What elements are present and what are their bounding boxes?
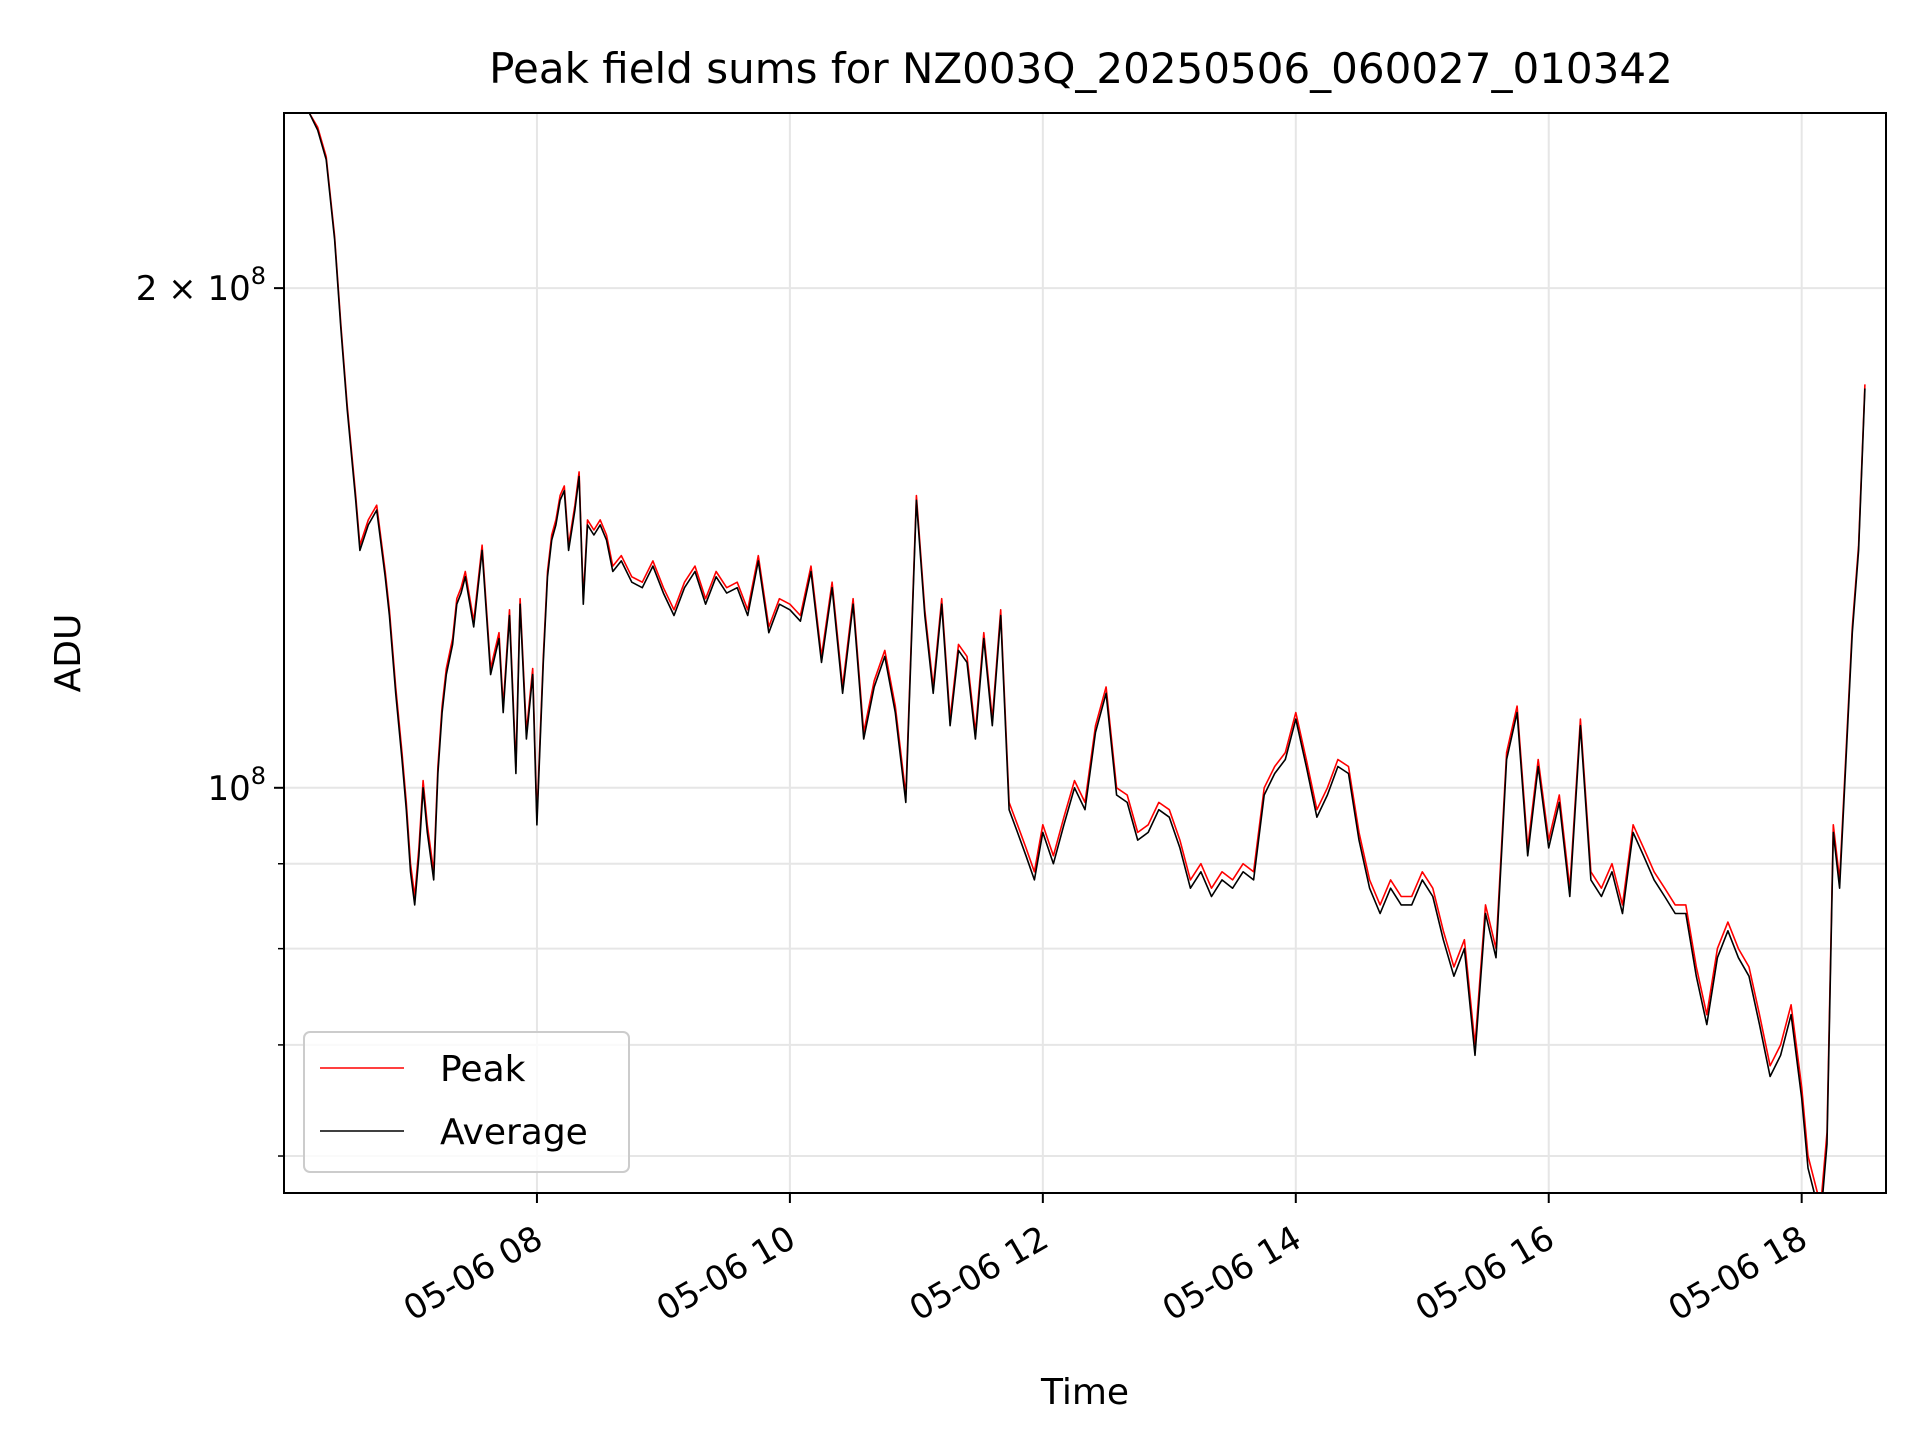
chart-title: Peak field sums for NZ003Q_20250506_0600… bbox=[489, 44, 1673, 93]
series-line-average bbox=[308, 113, 1866, 1193]
y-tick-label: 2 × 108 bbox=[136, 262, 266, 309]
plot-area bbox=[308, 113, 1866, 1193]
plot-frame bbox=[283, 112, 1887, 1194]
y-tick-label: 108 bbox=[207, 762, 266, 809]
x-axis-label: Time bbox=[1040, 1372, 1129, 1413]
grid-lines bbox=[284, 113, 1886, 1193]
legend-label-average: Average bbox=[440, 1112, 588, 1153]
legend-label-peak: Peak bbox=[440, 1049, 526, 1090]
y-axis-label: ADU bbox=[48, 614, 89, 693]
legend: Peak Average bbox=[303, 1031, 630, 1173]
y-axis-ticks: 108 2 × 108 bbox=[136, 262, 284, 1157]
legend-box bbox=[303, 1031, 630, 1173]
